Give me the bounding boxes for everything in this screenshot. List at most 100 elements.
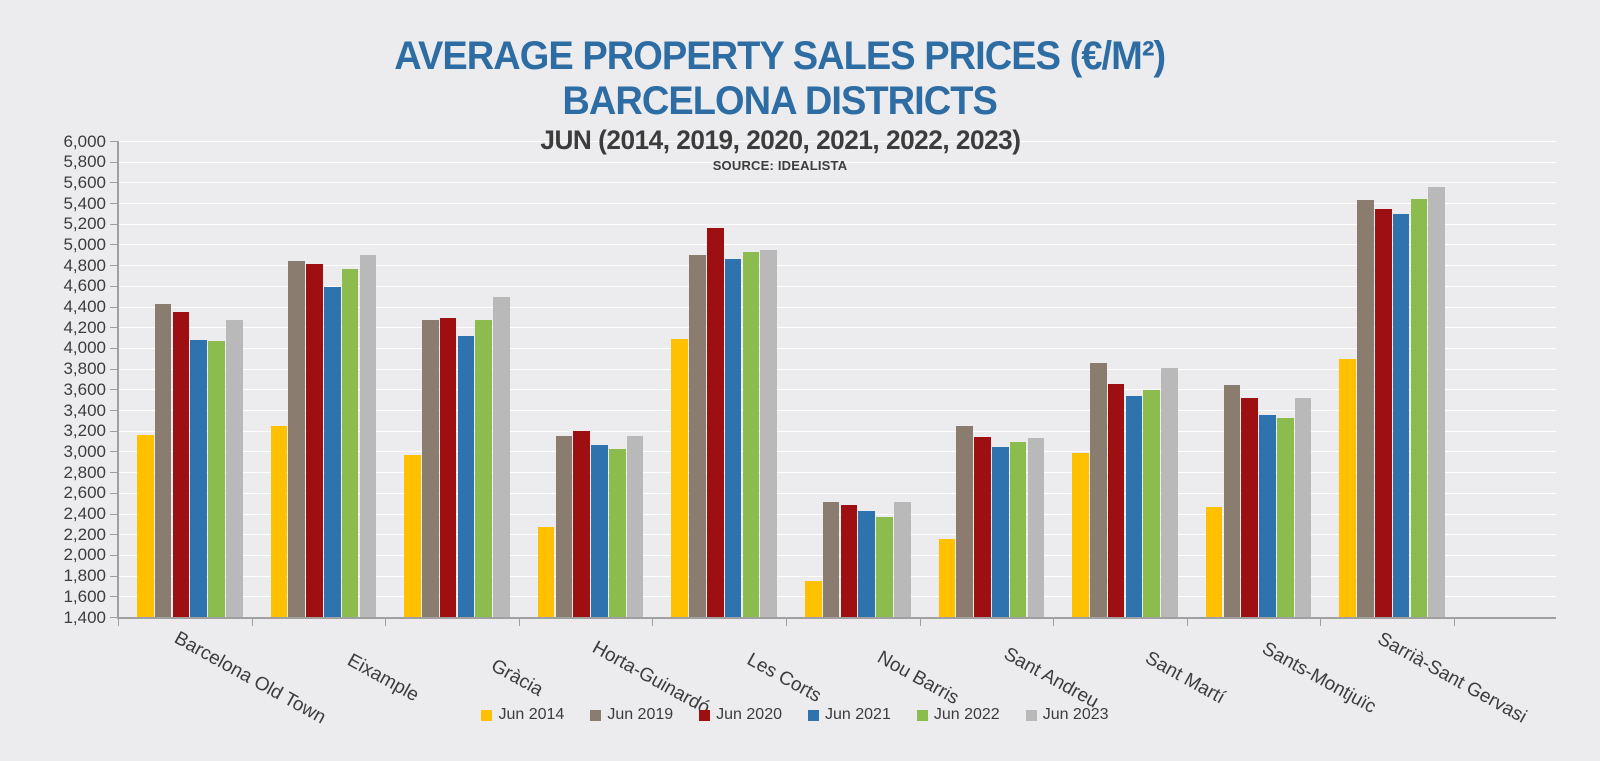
legend-label: Jun 2019 [607, 706, 674, 723]
legend-item: Jun 2022 [916, 706, 1000, 724]
y-axis-tick [110, 554, 118, 556]
x-axis-category-label: Sant Andreu [1000, 643, 1103, 713]
gridline [118, 285, 1556, 287]
y-axis-tick [110, 306, 118, 308]
gridline [118, 223, 1556, 225]
x-axis-line [117, 617, 1556, 619]
bar-jun-2023 [493, 297, 510, 617]
y-axis-label: 3,000 [63, 441, 106, 461]
bar-jun-2022 [1277, 417, 1294, 617]
bar-jun-2019 [1090, 363, 1107, 617]
bar-jun-2023 [894, 502, 911, 617]
bar-jun-2019 [422, 319, 439, 617]
x-axis-category-label: Gràcia [487, 655, 547, 701]
gridline [118, 203, 1556, 205]
bar-jun-2021 [457, 335, 475, 617]
y-axis-label: 2,200 [63, 524, 106, 544]
bar-jun-2019 [956, 426, 973, 617]
bar-jun-2019 [822, 501, 840, 617]
y-axis-tick [110, 389, 118, 391]
bar-jun-2020 [1241, 398, 1258, 617]
bar-jun-2022 [1143, 389, 1160, 617]
x-axis-category-label: Les Corts [743, 649, 825, 707]
x-axis-tick [118, 617, 119, 626]
bar-jun-2019 [1357, 199, 1374, 617]
gridline [118, 327, 1556, 329]
x-axis-category-label: Nou Barris [873, 647, 963, 709]
bar-jun-2020 [573, 431, 590, 617]
bar-jun-2022 [1410, 198, 1428, 617]
y-axis-label: 4,800 [63, 255, 106, 275]
legend-item: Jun 2019 [590, 706, 673, 724]
y-axis-label: 3,800 [63, 359, 106, 379]
x-axis-tick [518, 617, 520, 626]
y-axis-label: 2,000 [63, 545, 106, 565]
x-axis-category-label: Eixample [344, 649, 423, 707]
gridline [118, 141, 1556, 142]
chart-title: AVERAGE PROPERTY SALES PRICES (€/M²) [394, 34, 1167, 78]
legend-label: Jun 2022 [933, 706, 1000, 723]
y-axis-tick [110, 347, 118, 349]
bar-jun-2023 [1428, 187, 1445, 617]
bar-jun-2022 [742, 251, 760, 617]
legend-label: Jun 2021 [825, 706, 891, 723]
y-axis-tick [110, 534, 118, 536]
y-axis-label: 2,800 [63, 462, 106, 482]
bar-jun-2021 [992, 447, 1009, 617]
bar-jun-2023 [359, 255, 377, 617]
bar-jun-2023 [1161, 368, 1178, 617]
bar-jun-2022 [609, 448, 626, 617]
bar-jun-2014 [137, 434, 154, 617]
y-axis-label: 2,400 [63, 504, 106, 524]
y-axis-label: 4,200 [63, 317, 106, 337]
y-axis-tick [110, 575, 118, 577]
gridline [118, 430, 1556, 432]
x-axis-tick [1053, 617, 1055, 626]
bar-jun-2022 [1009, 442, 1027, 617]
bar-jun-2021 [1259, 415, 1276, 617]
y-axis-label: 4,600 [63, 276, 106, 296]
x-axis-tick [1454, 617, 1455, 626]
y-axis-label: 1,800 [63, 566, 106, 586]
y-axis-tick [110, 451, 118, 453]
y-axis-tick [110, 161, 118, 163]
bar-jun-2014 [1072, 452, 1089, 617]
bar-jun-2020 [1375, 208, 1392, 617]
bar-jun-2023 [1294, 397, 1312, 617]
y-axis-label: 5,000 [63, 234, 106, 254]
gridline [118, 182, 1556, 184]
x-axis-tick [919, 617, 921, 626]
gridline [118, 161, 1556, 163]
y-axis-tick [110, 244, 118, 246]
bar-jun-2021 [724, 259, 742, 617]
bar-jun-2022 [876, 516, 893, 617]
bar-jun-2022 [341, 269, 359, 617]
gridline [118, 472, 1556, 474]
gridline [118, 368, 1556, 370]
bar-jun-2014 [537, 526, 555, 617]
bar-jun-2023 [1027, 437, 1045, 617]
x-axis-tick [652, 617, 654, 626]
legend-label: Jun 2014 [498, 706, 565, 723]
bar-jun-2021 [1392, 214, 1410, 617]
x-axis-tick [786, 617, 787, 626]
gridline [118, 265, 1556, 267]
bar-jun-2019 [555, 435, 573, 617]
chart-title-block: AVERAGE PROPERTY SALES PRICES (€/M²) BAR… [0, 34, 1560, 174]
y-axis-label: 4,400 [63, 297, 106, 317]
y-axis-tick [110, 368, 118, 370]
y-axis-tick [110, 430, 118, 432]
y-axis-tick [110, 472, 118, 474]
y-axis-tick [110, 492, 118, 494]
y-axis-label: 6,000 [63, 131, 106, 151]
bar-jun-2023 [226, 320, 243, 617]
gridline [118, 389, 1556, 391]
bar-jun-2021 [858, 511, 875, 617]
bar-jun-2019 [288, 261, 305, 617]
y-axis-tick [110, 410, 118, 412]
gridline [118, 347, 1556, 349]
legend-item: Jun 2020 [699, 706, 782, 724]
y-axis-tick [110, 182, 118, 184]
legend-label: Jun 2023 [1042, 706, 1109, 723]
